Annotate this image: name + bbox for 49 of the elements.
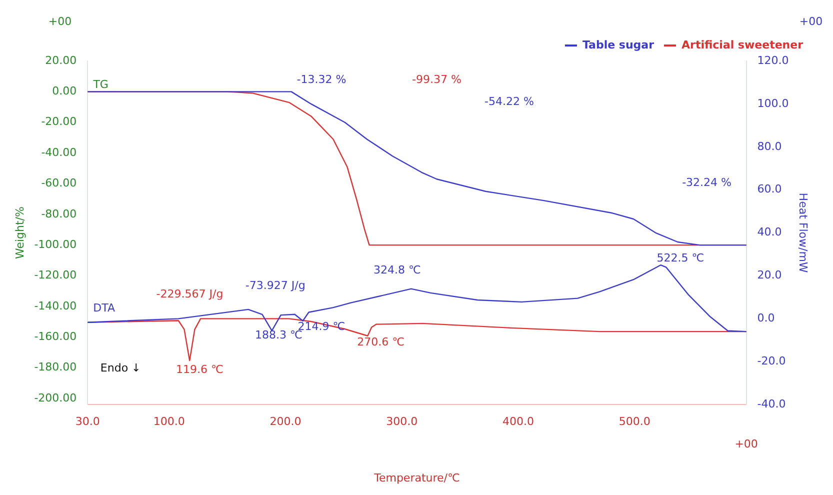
y2-tick-label: 80.0 bbox=[757, 140, 782, 153]
y2-tick-label: 120.0 bbox=[757, 54, 789, 67]
legend-label: Table sugar bbox=[582, 38, 655, 52]
x-tick-label: 400.0 bbox=[502, 415, 534, 428]
text: +00 bbox=[734, 437, 758, 450]
annotation: 188.3 ℃ bbox=[254, 328, 302, 342]
x-tick-label: 500.0 bbox=[618, 415, 650, 428]
y2-tick-label: 20.0 bbox=[757, 268, 782, 282]
y-tick-label: -40.00 bbox=[41, 146, 77, 159]
y-axis-title: Weight/% bbox=[13, 206, 26, 260]
x-tick-label: 30.0 bbox=[75, 415, 100, 428]
y2-tick-label: -40.0 bbox=[757, 397, 786, 410]
y2-tick-label: 0.0 bbox=[757, 312, 775, 325]
y2-tick-label: 60.0 bbox=[757, 182, 782, 196]
x-tick-label: 100.0 bbox=[153, 415, 185, 428]
text: +00 bbox=[48, 14, 72, 28]
y-tick-label: -140.00 bbox=[34, 299, 77, 312]
annotation: TG bbox=[92, 78, 108, 91]
y-tick-label: -80.00 bbox=[41, 207, 77, 220]
annotation: -73.927 J/g bbox=[245, 278, 306, 292]
y-tick-label: -160.00 bbox=[34, 330, 77, 343]
annotation: 119.6 ℃ bbox=[176, 363, 224, 376]
y-tick-label: 20.00 bbox=[45, 54, 77, 67]
y-tick-label: 0.00 bbox=[52, 84, 77, 98]
annotation: -54.22 % bbox=[484, 95, 534, 108]
y-tick-label: -100.00 bbox=[34, 238, 77, 251]
x-tick-label: 200.0 bbox=[270, 415, 302, 428]
annotation: -13.32 % bbox=[296, 72, 346, 86]
y2-tick-label: 100.0 bbox=[757, 96, 789, 110]
y2-tick-label: 40.0 bbox=[757, 226, 782, 239]
y-tick-label: -180.00 bbox=[34, 360, 77, 374]
y2-axis-title: Heat Flow/mW bbox=[796, 192, 810, 273]
y-tick-label: -200.00 bbox=[34, 391, 77, 404]
x-tick-label: 300.0 bbox=[386, 415, 418, 428]
annotation: 270.6 ℃ bbox=[357, 336, 404, 349]
annotation: 522.5 ℃ bbox=[656, 251, 704, 264]
annotation: -32.24 % bbox=[682, 176, 732, 189]
annotation: DTA bbox=[93, 301, 116, 314]
annotation: Endo ↓ bbox=[100, 361, 141, 374]
annotation: 324.8 ℃ bbox=[374, 263, 421, 276]
x-axis-title: Temperature/℃ bbox=[373, 471, 460, 484]
y-tick-label: -20.00 bbox=[41, 115, 77, 128]
y2-tick-label: -20.0 bbox=[757, 354, 786, 368]
y-tick-label: -60.00 bbox=[41, 176, 77, 190]
annotation: -229.567 J/g bbox=[156, 288, 224, 301]
y-tick-label: -120.00 bbox=[34, 268, 77, 282]
legend-label: Artificial sweetener bbox=[682, 38, 804, 52]
annotation: -99.37 % bbox=[412, 72, 462, 86]
text: +00 bbox=[799, 14, 823, 28]
